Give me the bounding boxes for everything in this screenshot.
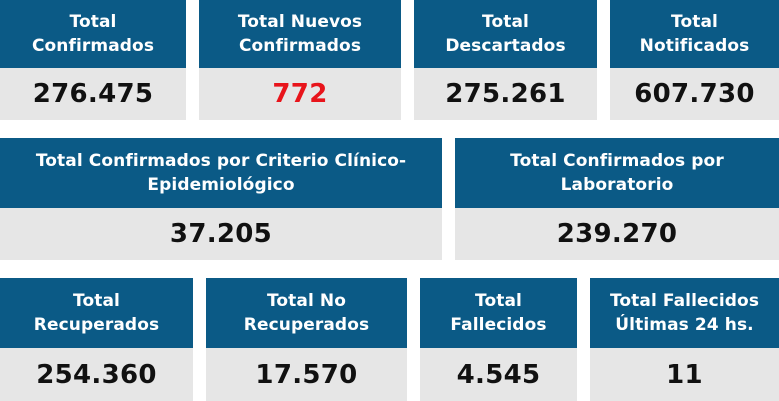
card-title-line: Total [73, 291, 120, 311]
card-title-line: Descartados [445, 36, 566, 56]
card-value: 607.730 [610, 68, 779, 120]
card-header: Total Confirmados por Laboratorio [455, 138, 779, 208]
card-title-line: Total No [266, 291, 347, 311]
card-header: Total Descartados [414, 0, 597, 68]
card-value: 17.570 [206, 348, 407, 401]
card-title-line: Total [482, 12, 529, 32]
card-title-line: Últimas 24 hs. [615, 315, 754, 335]
card-title-line: Total [475, 291, 522, 311]
card-title-line: Recuperados [33, 315, 160, 335]
card-total-fallecidos: Total Fallecidos 4.545 [420, 278, 577, 401]
card-total-confirmados: Total Confirmados 276.475 [0, 0, 186, 120]
card-header: Total Confirmados [0, 0, 186, 68]
card-title-line: Recuperados [243, 315, 370, 335]
card-total-notificados: Total Notificados 607.730 [610, 0, 779, 120]
card-title-line: Laboratorio [560, 175, 674, 195]
card-header: Total Recuperados [0, 278, 193, 348]
card-header: Total No Recuperados [206, 278, 407, 348]
card-header: Total Confirmados por Criterio Clínico- … [0, 138, 442, 208]
card-fallecidos-ultimas-24hs: Total Fallecidos Últimas 24 hs. 11 [590, 278, 779, 401]
card-header: Total Fallecidos Últimas 24 hs. [590, 278, 779, 348]
card-title-line: Total Fallecidos [609, 291, 760, 311]
card-total-nuevos-confirmados: Total Nuevos Confirmados 772 [199, 0, 401, 120]
card-total-no-recuperados: Total No Recuperados 17.570 [206, 278, 407, 401]
card-title-line: Confirmados [238, 36, 362, 56]
card-value: 11 [590, 348, 779, 401]
card-confirmados-criterio-clinico: Total Confirmados por Criterio Clínico- … [0, 138, 442, 260]
card-header: Total Notificados [610, 0, 779, 68]
card-value: 239.270 [455, 208, 779, 260]
card-title-line: Total Confirmados por [510, 151, 724, 171]
card-title-line: Total Confirmados por Criterio Clínico- [35, 151, 407, 171]
card-value: 275.261 [414, 68, 597, 120]
card-title-line: Total [671, 12, 718, 32]
card-value: 276.475 [0, 68, 186, 120]
card-value: 254.360 [0, 348, 193, 401]
card-title-line: Total Nuevos [237, 12, 363, 32]
card-total-recuperados: Total Recuperados 254.360 [0, 278, 193, 401]
card-header: Total Nuevos Confirmados [199, 0, 401, 68]
card-confirmados-laboratorio: Total Confirmados por Laboratorio 239.27… [455, 138, 779, 260]
card-title-line: Epidemiológico [147, 175, 295, 195]
card-title-line: Total [69, 12, 117, 32]
card-title-line: Fallecidos [450, 315, 547, 335]
card-title-line: Confirmados [31, 36, 155, 56]
card-total-descartados: Total Descartados 275.261 [414, 0, 597, 120]
card-value: 4.545 [420, 348, 577, 401]
card-title-line: Notificados [639, 36, 750, 56]
card-value: 772 [199, 68, 401, 120]
card-header: Total Fallecidos [420, 278, 577, 348]
card-value: 37.205 [0, 208, 442, 260]
